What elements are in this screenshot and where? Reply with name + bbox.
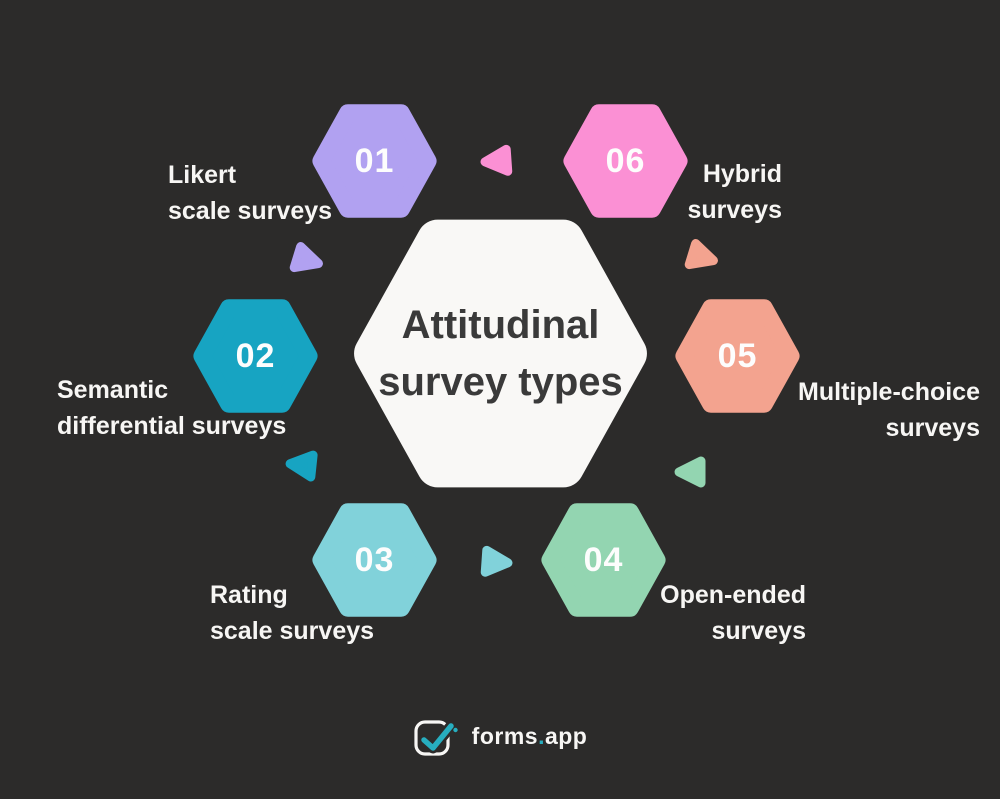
label-line: surveys	[711, 617, 806, 645]
label-line: Multiple-choice	[798, 378, 980, 406]
hexagon-item-03-rating: 03	[311, 503, 438, 617]
label-rating-scale-surveys: Rating scale surveys	[210, 577, 374, 649]
label-line: surveys	[885, 414, 980, 442]
hexagon-shape-05	[675, 299, 800, 413]
hexagon-shape-03	[312, 503, 437, 617]
triangle-arrow-icon	[480, 144, 513, 176]
hexagon-shape-01	[312, 104, 437, 218]
triangle-arrow-icon	[480, 545, 513, 577]
forms-app-logo-icon	[414, 720, 458, 756]
hexagon-shape-06	[563, 104, 688, 218]
label-line: scale surveys	[168, 197, 333, 225]
brand-forms: forms	[471, 722, 539, 749]
label-likert-scale-surveys: Likert scale surveys	[168, 157, 332, 229]
label-open-ended-surveys: Open-ended surveys	[660, 577, 806, 649]
label-line: differential surveys	[57, 412, 287, 440]
label-line: surveys	[687, 196, 782, 224]
label-hybrid-surveys: Hybrid surveys	[687, 156, 782, 228]
hexagon-item-05-multiple-choice: 05	[674, 299, 801, 413]
triangle-arrow-icon	[289, 242, 323, 273]
hexagon-item-04-open-ended: 04	[540, 503, 667, 617]
center-hexagon-shape	[354, 219, 647, 488]
label-line: scale surveys	[210, 617, 375, 645]
triangle-arrow-icon	[684, 239, 718, 270]
forms-app-wordmark: forms.app	[472, 723, 588, 750]
triangle-arrow-icon	[285, 450, 318, 482]
label-line: Rating	[210, 581, 288, 609]
label-semantic-differential-surveys: Semantic differential surveys	[57, 372, 286, 444]
hexagon-item-06-hybrid: 06	[562, 104, 689, 218]
hexagon-number-03: 03	[354, 540, 395, 579]
label-line: Likert	[168, 161, 237, 189]
center-hexagon: Attitudinal survey types	[350, 219, 651, 488]
hexagon-shape-04	[541, 503, 666, 617]
triangle-arrow-icon	[674, 456, 706, 488]
hexagon-item-02-semantic: 02	[192, 299, 319, 413]
bottom-border	[0, 799, 1000, 801]
title-line-2: survey types	[378, 359, 623, 404]
hexagon-number-05: 05	[717, 336, 758, 375]
infographic-title: Attitudinal survey types	[350, 219, 651, 488]
hexagon-number-04: 04	[583, 540, 624, 579]
label-line: Semantic	[57, 376, 169, 404]
hexagon-number-02: 02	[235, 336, 276, 375]
brand-app: app	[544, 722, 588, 749]
forms-app-logo: forms.app	[0, 708, 1000, 764]
label-line: Open-ended	[660, 581, 806, 609]
label-multiple-choice-surveys: Multiple-choice surveys	[798, 374, 980, 446]
hexagon-shape-02	[193, 299, 318, 413]
hexagon-number-06: 06	[605, 141, 646, 180]
brand-dot: .	[538, 722, 545, 749]
hexagon-number-01: 01	[354, 141, 395, 180]
title-line-1: Attitudinal	[401, 302, 600, 347]
label-line: Hybrid	[702, 160, 782, 188]
hexagon-item-01-likert: 01	[311, 104, 438, 218]
